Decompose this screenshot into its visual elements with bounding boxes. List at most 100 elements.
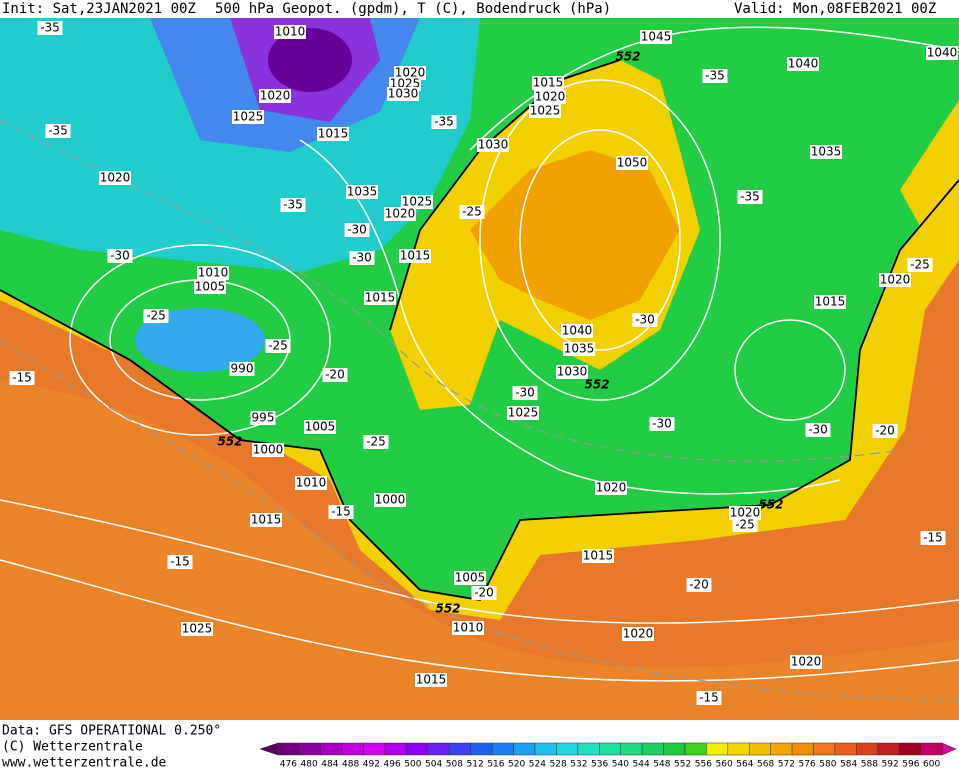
label-box (232, 110, 264, 124)
colorbar-label: 520 (508, 760, 525, 770)
isobar-label: 1020 (623, 627, 654, 641)
colorbar-label: 496 (384, 760, 401, 770)
isobar-label: 1015 (400, 249, 431, 263)
isobar-label: 1010 (198, 266, 229, 280)
isobar-label: 1015 (251, 513, 282, 527)
colorbar-label: 596 (902, 760, 919, 770)
colorbar-label: 568 (757, 760, 774, 770)
label-box (452, 621, 484, 635)
label-box (344, 223, 370, 237)
label-box (346, 185, 378, 199)
contour-label: 552 (217, 435, 242, 449)
colorbar-cell (770, 742, 793, 756)
isobar-label: -35 (434, 115, 454, 129)
colorbar-label: 600 (923, 760, 940, 770)
label-box (387, 87, 419, 101)
colorbar-cell (556, 742, 579, 756)
colorbar-label: 516 (487, 760, 504, 770)
isobar-label: 1040 (562, 324, 593, 338)
label-box (295, 476, 327, 490)
isobar-label: 1000 (375, 493, 406, 507)
label-box (45, 124, 71, 138)
colorbar-label: 480 (301, 760, 318, 770)
label-box (364, 291, 396, 305)
colorbar-cell (299, 742, 322, 756)
label-box (399, 249, 431, 263)
isobar-label: -30 (635, 313, 655, 327)
isobar-label: -15 (12, 371, 32, 385)
map-title: 500 hPa Geopot. (gpdm), T (C), Bodendruc… (215, 1, 611, 17)
colorbar-cell (449, 742, 472, 756)
colorbar-label: 552 (674, 760, 691, 770)
colorbar-label: 548 (653, 760, 670, 770)
label-box (512, 386, 538, 400)
colorbar-cell (513, 742, 536, 756)
label-box (317, 127, 349, 141)
label-box (529, 104, 561, 118)
label-box (632, 313, 658, 327)
label-box (454, 571, 486, 585)
label-box (790, 655, 822, 669)
label-box (250, 513, 282, 527)
label-box (814, 295, 846, 309)
colorbar-label: 556 (695, 760, 712, 770)
init-time: Init: Sat,23JAN2021 00Z (2, 1, 196, 17)
isobar-label: 1030 (478, 138, 509, 152)
label-box (561, 324, 593, 338)
colorbar-cell (491, 742, 514, 756)
label-box (879, 273, 911, 287)
isobar-label: 1020 (791, 655, 822, 669)
isobar-label: 1015 (583, 549, 614, 563)
label-box (649, 417, 675, 431)
colorbar-label: 576 (799, 760, 816, 770)
label-box (167, 555, 193, 569)
label-box (563, 342, 595, 356)
colorbar-label: 524 (529, 760, 546, 770)
label-box (363, 435, 389, 449)
label-box (265, 339, 291, 353)
colorbar-cell (320, 742, 343, 756)
label-box (534, 90, 566, 104)
label-box (181, 622, 213, 636)
isobar-label: 1025 (233, 110, 264, 124)
copyright: (C) Wetterzentrale (2, 740, 143, 755)
isobar-label: -30 (352, 251, 372, 265)
label-box (556, 365, 588, 379)
isobar-label: 1020 (730, 506, 761, 520)
label-box (322, 368, 348, 382)
label-box (872, 424, 898, 438)
isobar-label: 1020 (260, 89, 291, 103)
isobar-label: -35 (48, 124, 68, 138)
colorbar-cell (898, 742, 921, 756)
colorbar-cell (834, 742, 857, 756)
label-box (616, 156, 648, 170)
isobar-label: 1035 (811, 145, 842, 159)
colorbar-cell (406, 742, 429, 756)
label-box (926, 46, 958, 60)
colorbar-end (941, 742, 957, 756)
colorbar-label: 584 (840, 760, 857, 770)
isobar-label: 1035 (564, 342, 595, 356)
label-box (9, 371, 35, 385)
colorbar-cell (427, 742, 450, 756)
isobar-label: 1000 (253, 443, 284, 457)
colorbar-cell (706, 742, 729, 756)
isobar-label: -20 (474, 586, 494, 600)
colorbar-cell (791, 742, 814, 756)
colorbar-label: 564 (736, 760, 753, 770)
colorbar-cell (534, 742, 557, 756)
isobar-label: 1040 (788, 57, 819, 71)
label-box (431, 115, 457, 129)
isobar-label: 1020 (535, 90, 566, 104)
label-box (696, 691, 722, 705)
colorbar-label: 544 (633, 760, 650, 770)
colorbar-label: 476 (280, 760, 297, 770)
label-box (907, 258, 933, 272)
isobar-label: 1040 (927, 46, 958, 60)
isobar-label: -25 (735, 518, 755, 532)
colorbar-label: 484 (321, 760, 338, 770)
isobar-label: 1020 (395, 66, 426, 80)
isobar-label: 1050 (617, 156, 648, 170)
colorbar-label: 592 (882, 760, 899, 770)
colorbar-label: 528 (550, 760, 567, 770)
